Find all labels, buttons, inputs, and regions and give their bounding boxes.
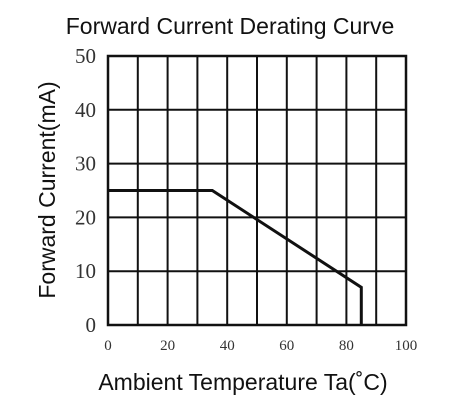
x-tick-label: 100 (395, 338, 418, 354)
x-tick-label: 60 (279, 338, 294, 354)
x-axis-title: Ambient Temperature Ta(˚C) (98, 369, 387, 395)
chart-title: Forward Current Derating Curve (66, 13, 395, 39)
series-line (108, 189, 363, 325)
y-axis-title: Forward Current(mA) (34, 81, 60, 298)
x-tick-label: 0 (104, 338, 112, 354)
x-tick-label: 20 (160, 338, 175, 354)
x-tick-label: 80 (339, 338, 354, 354)
x-tick-label: 40 (220, 338, 235, 354)
series-layer (108, 189, 363, 325)
y-tick-label: 10 (75, 259, 96, 283)
y-tick-label: 30 (75, 152, 96, 176)
x-tick-labels: 0 20 40 60 80 100 (104, 338, 417, 354)
y-tick-label: 0 (86, 313, 97, 337)
y-tick-label: 20 (75, 205, 96, 229)
y-tick-labels: 0 10 20 30 40 50 (75, 44, 96, 337)
grid (106, 54, 408, 327)
y-tick-label: 40 (75, 98, 96, 122)
y-tick-label: 50 (75, 44, 96, 68)
